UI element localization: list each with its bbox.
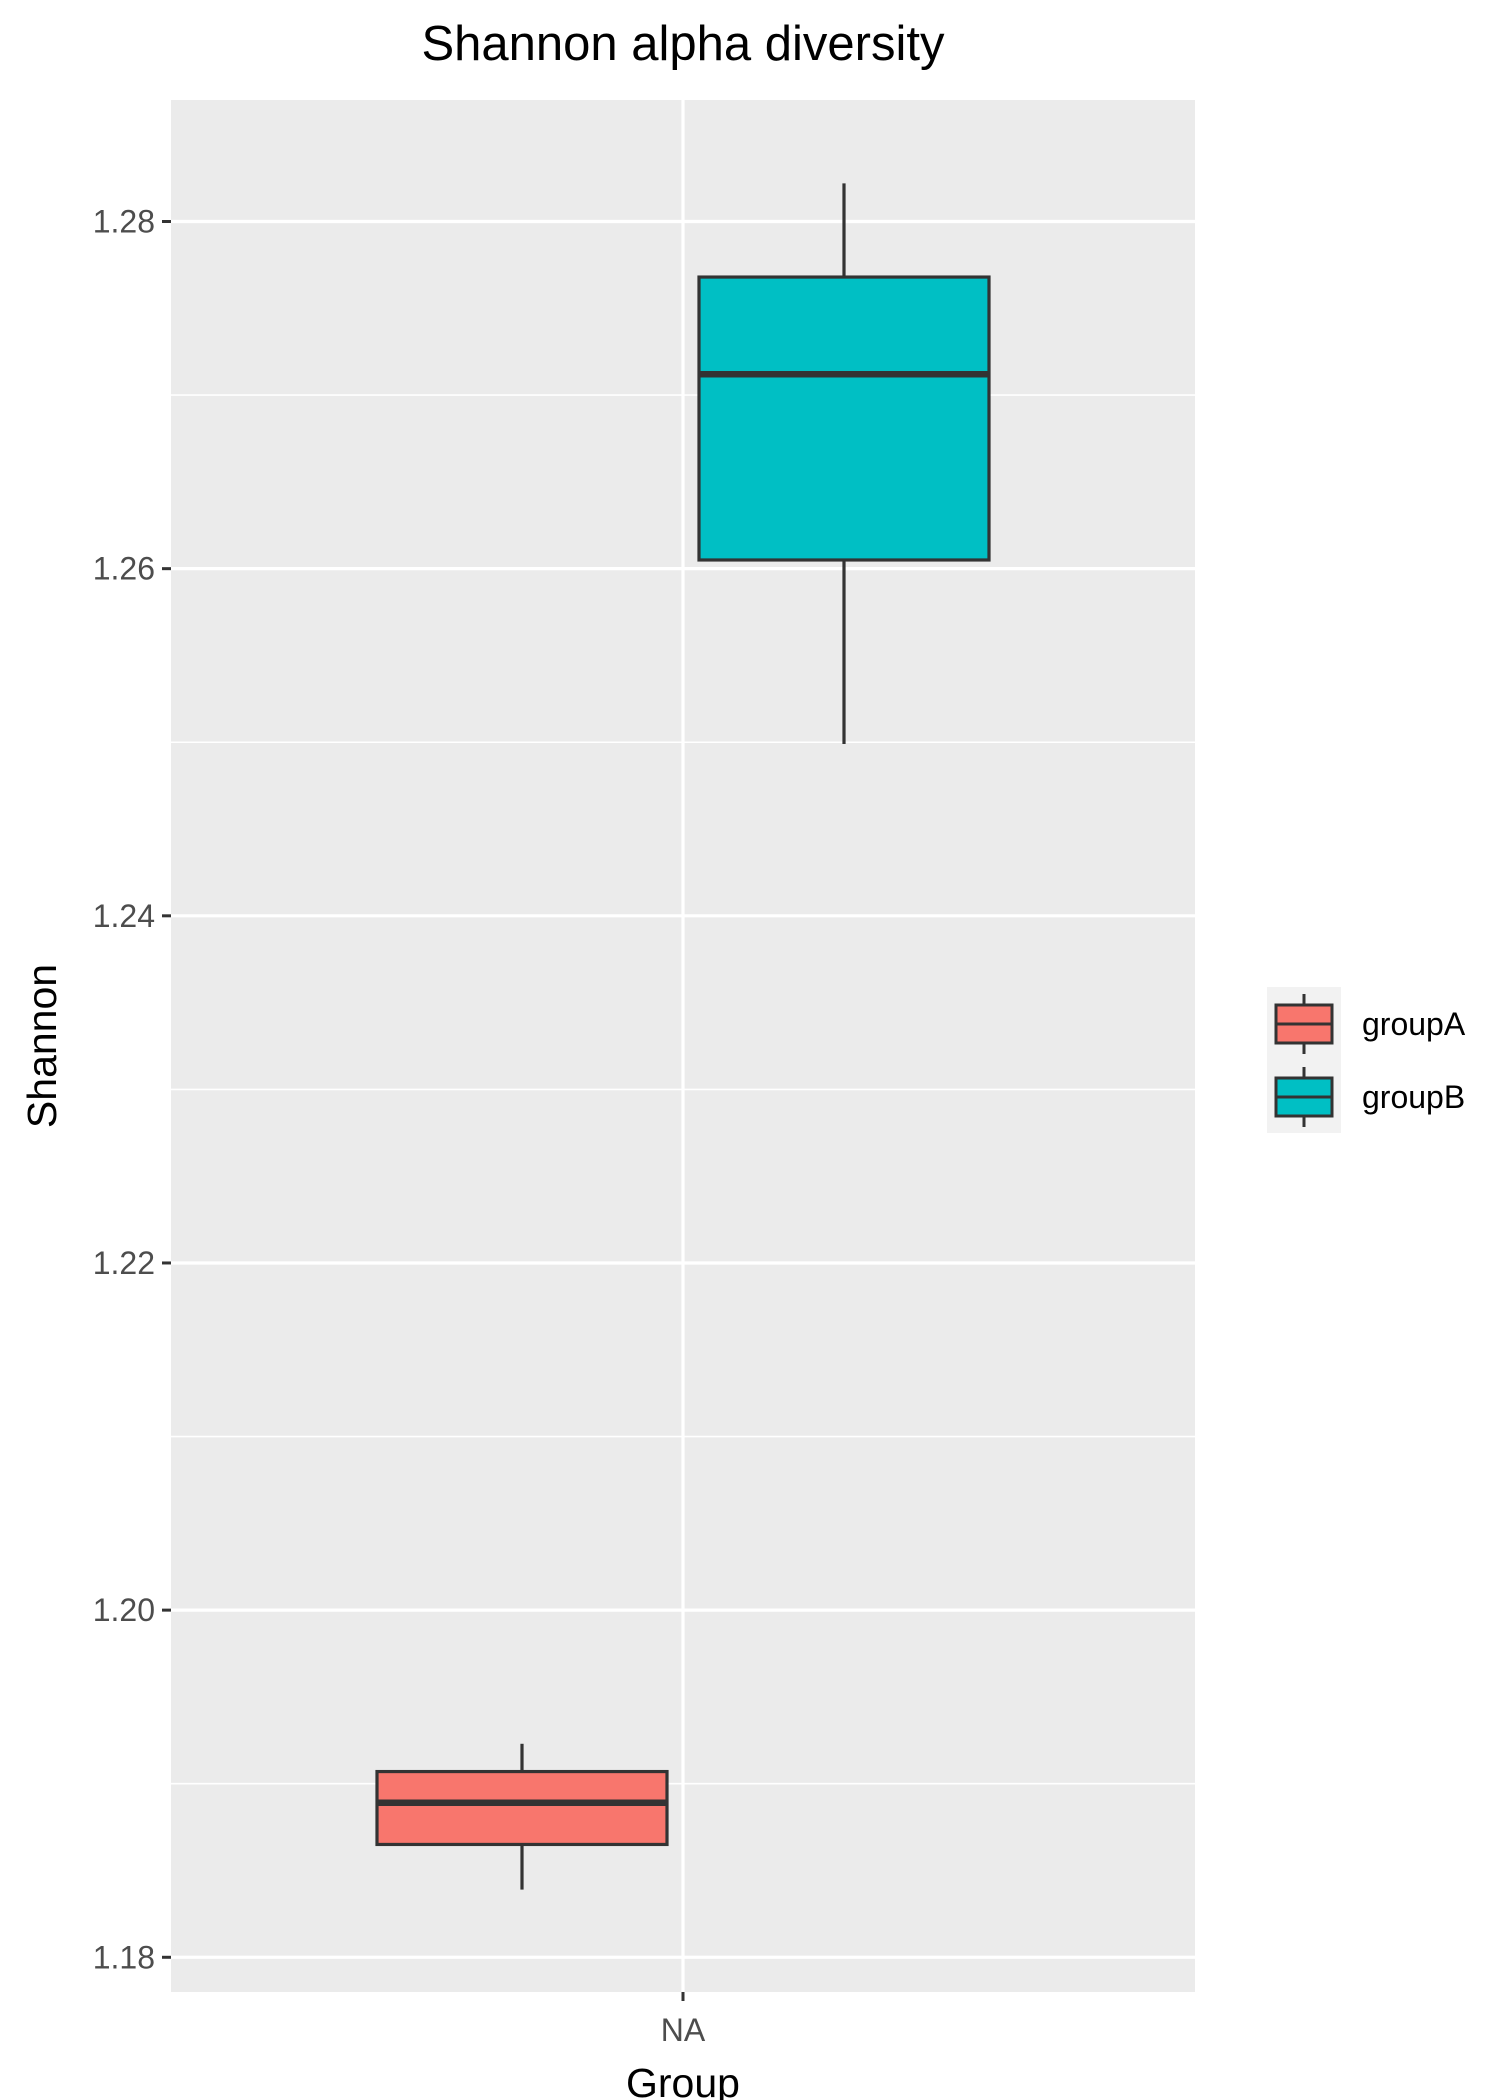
legend-item-groupB: groupB (1274, 1067, 1465, 1127)
legend-label: groupB (1362, 1079, 1465, 1115)
boxes (375, 183, 991, 1890)
y-tick-label: 1.20 (93, 1592, 155, 1628)
x-axis: NA (661, 1992, 706, 2048)
x-axis-title: Group (626, 2060, 740, 2100)
legend: groupA groupB (1267, 987, 1466, 1133)
major-gridlines (171, 100, 1195, 1992)
box-iqr (375, 1769, 669, 1847)
legend-label: groupA (1362, 1006, 1466, 1042)
y-axis: 1.18 1.20 1.22 1.24 1.26 1.28 (93, 204, 171, 1975)
chart-title: Shannon alpha diversity (421, 17, 945, 71)
y-tick-label: 1.28 (93, 204, 155, 240)
y-axis-title: Shannon (19, 964, 65, 1128)
box-groupB (697, 183, 991, 744)
x-tick-label: NA (661, 2012, 706, 2048)
y-tick-label: 1.26 (93, 551, 155, 587)
y-tick-label: 1.24 (93, 898, 155, 934)
y-tick-label: 1.18 (93, 1939, 155, 1975)
box-groupA (375, 1743, 669, 1890)
legend-item-groupA: groupA (1274, 994, 1466, 1054)
box-iqr (697, 275, 991, 562)
y-tick-label: 1.22 (93, 1245, 155, 1281)
